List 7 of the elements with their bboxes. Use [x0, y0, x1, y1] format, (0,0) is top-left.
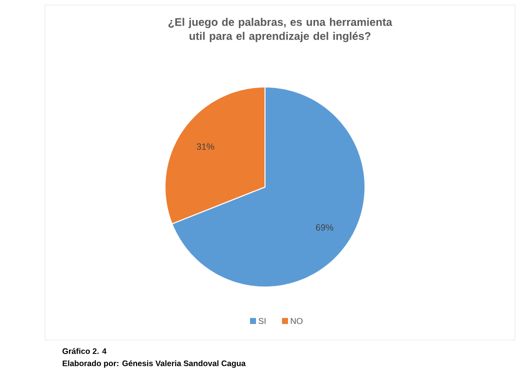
legend-label: NO: [290, 318, 303, 324]
data-label: 69%: [316, 224, 334, 231]
data-label: 31%: [196, 143, 214, 150]
chart-title: ¿El juego de palabras, es una herramienta util para el aprendizaje del inglés?: [168, 18, 392, 42]
legend-label: SI: [258, 318, 266, 324]
text: Elaborado por: Génesis Valeria Sandoval Cagua: [62, 360, 246, 368]
text: Gráfico 2. 4: [62, 348, 106, 354]
